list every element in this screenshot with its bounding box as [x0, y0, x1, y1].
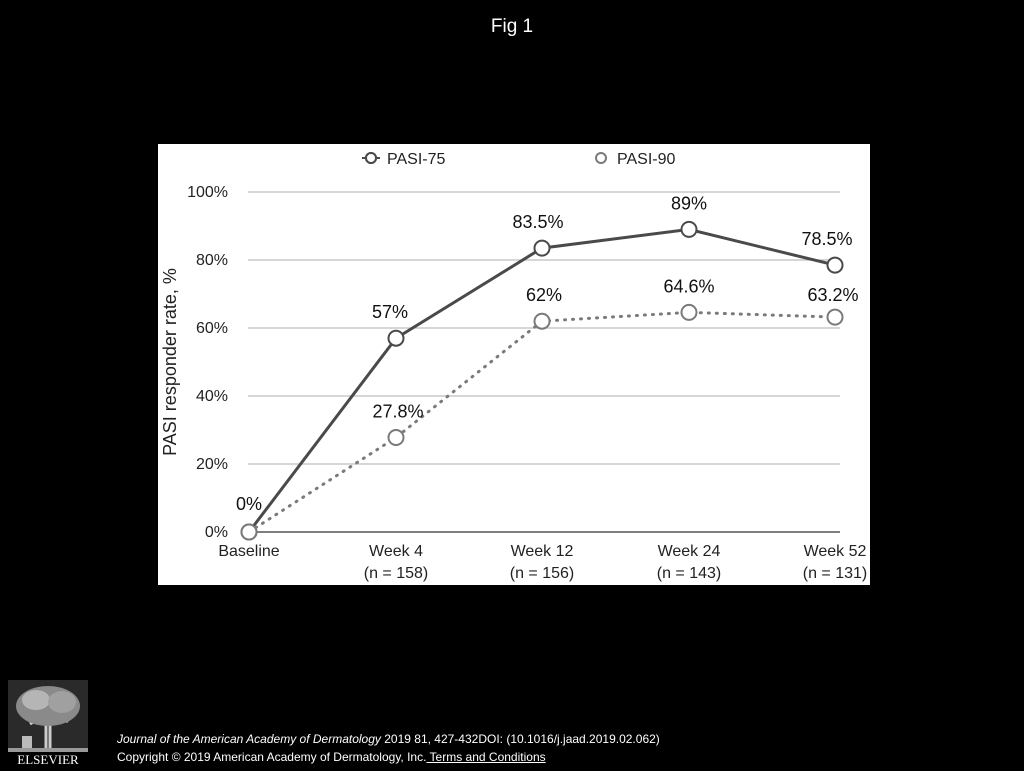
series [240, 220, 844, 541]
y-tick-label: 40% [196, 388, 228, 405]
legend-marker [595, 152, 607, 164]
series-line-PASI-90 [247, 310, 837, 534]
data-label-PASI-75: 0% [236, 494, 262, 514]
data-label-PASI-75: 57% [372, 302, 408, 322]
x-tick-label: Week 4 [369, 543, 423, 560]
y-tick-label: 20% [196, 456, 228, 473]
copyright-text: Copyright © 2019 American Academy of Der… [117, 750, 427, 764]
axes: 0% 20% 40% 60% 80% 100% PASI responder rate, %… [160, 184, 867, 582]
data-labels: 0% 57% 83.5% 89% 78.5% 27.8% 62% 64.6% 63.2% [236, 193, 859, 514]
x-tick-label: Baseline [218, 543, 279, 560]
x-tick-sample-size: (n = 131) [803, 565, 867, 582]
data-point-PASI-90 [533, 312, 551, 330]
legend-marker [365, 152, 377, 164]
y-axis-title: PASI responder rate, % [160, 268, 180, 456]
data-label-PASI-90: 63.2% [807, 285, 858, 305]
y-tick-label: 0% [205, 524, 228, 541]
journal-name: Journal of the American Academy of Derma… [117, 732, 381, 746]
data-label-PASI-75: 78.5% [801, 229, 852, 249]
chart-panel: 0% 20% 40% 60% 80% 100% PASI responder rate, %… [158, 144, 870, 585]
x-tick-label: Week 24 [658, 543, 721, 560]
elsevier-logo: ELSEVIER [8, 680, 88, 767]
legend-label: PASI-90 [617, 151, 676, 168]
terms-link[interactable]: Terms and Conditions [426, 750, 546, 764]
series-line-PASI-75 [247, 227, 836, 533]
data-point-PASI-75 [533, 239, 551, 257]
citation-details: 2019 81, 427-432DOI: (10.1016/j.jaad.201… [380, 732, 660, 746]
data-point-PASI-90 [387, 428, 405, 446]
legend-label: PASI-75 [387, 151, 446, 168]
x-tick-label: Week 52 [804, 543, 867, 560]
slide-title: Fig 1 [490, 16, 534, 37]
data-point-PASI-75 [387, 329, 405, 347]
x-tick-sample-size: (n = 158) [364, 565, 428, 582]
data-point-PASI-75 [680, 220, 698, 238]
data-label-PASI-90: 64.6% [663, 276, 714, 296]
data-label-PASI-75: 83.5% [512, 212, 563, 232]
data-label-PASI-90: 62% [526, 285, 562, 305]
tree-icon: ELSEVIER [8, 680, 88, 767]
y-tick-label: 100% [187, 184, 228, 201]
data-label-PASI-90: 27.8% [372, 401, 423, 421]
svg-text:ELSEVIER: ELSEVIER [17, 752, 79, 766]
data-point-PASI-90 [826, 308, 844, 326]
copyright-line: Copyright © 2019 American Academy of Der… [117, 748, 660, 766]
y-tick-label: 60% [196, 320, 228, 337]
data-point-PASI-90 [240, 523, 258, 541]
gridlines [248, 191, 840, 533]
y-tick-label: 80% [196, 252, 228, 269]
x-tick-sample-size: (n = 156) [510, 565, 574, 582]
x-tick-sample-size: (n = 143) [657, 565, 721, 582]
data-label-PASI-75: 89% [671, 193, 707, 213]
x-tick-label: Week 12 [511, 543, 574, 560]
citation-footer: Journal of the American Academy of Derma… [117, 730, 660, 766]
line-chart: 0% 20% 40% 60% 80% 100% PASI responder rate, %… [160, 151, 867, 582]
data-point-PASI-75 [826, 256, 844, 274]
data-point-PASI-90 [680, 303, 698, 321]
citation-line: Journal of the American Academy of Derma… [117, 730, 660, 748]
legend: PASI-75 PASI-90 [362, 151, 676, 168]
